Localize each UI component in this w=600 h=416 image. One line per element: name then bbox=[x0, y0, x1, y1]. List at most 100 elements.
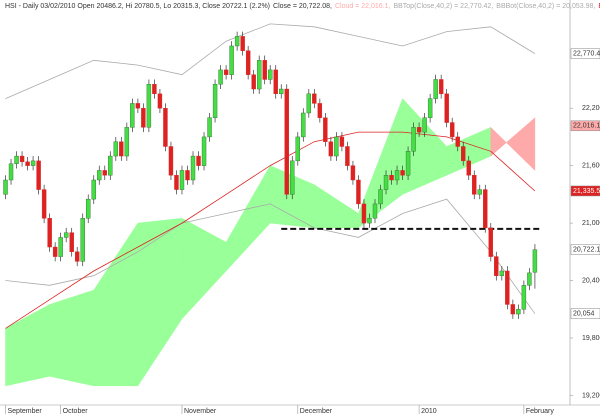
candle-body bbox=[207, 117, 212, 138]
value-label-box bbox=[570, 244, 600, 255]
value-label: 22,016.1 bbox=[573, 123, 600, 130]
candle-body bbox=[312, 93, 317, 104]
candle-body bbox=[245, 50, 251, 75]
value-label-box bbox=[570, 185, 600, 197]
title: HSI - Daily 03/02/2010 Open 20486.2, Hi … bbox=[5, 3, 270, 10]
candle-body bbox=[223, 69, 229, 75]
cloud-segment bbox=[490, 117, 536, 172]
candle-body bbox=[521, 285, 527, 310]
y-tick-label: 20,400 bbox=[582, 277, 600, 284]
candle-body bbox=[411, 127, 416, 152]
cloud-segment bbox=[225, 164, 271, 272]
candle-body bbox=[30, 160, 36, 166]
candle-body bbox=[345, 146, 350, 166]
candle-body bbox=[41, 189, 47, 219]
cloud-segment bbox=[93, 222, 139, 387]
candle-body bbox=[80, 218, 85, 262]
candle-body bbox=[268, 69, 273, 80]
cloud-segment bbox=[5, 304, 50, 387]
candle-body bbox=[494, 256, 499, 276]
candle-body bbox=[8, 163, 14, 181]
value-label-box bbox=[570, 120, 600, 132]
candle-body bbox=[240, 36, 245, 51]
value-label: 20,722.1 bbox=[573, 247, 600, 254]
candle-body bbox=[135, 103, 141, 109]
candle-body bbox=[218, 69, 223, 85]
candle-body bbox=[472, 175, 477, 195]
candle-body bbox=[174, 175, 179, 190]
candle-body bbox=[141, 107, 146, 128]
candle-body bbox=[510, 304, 516, 315]
candle-body bbox=[323, 117, 328, 142]
candle-body bbox=[284, 88, 289, 195]
x-tick-label: 2010 bbox=[421, 408, 437, 415]
value-label-box bbox=[570, 308, 600, 319]
candle-body bbox=[444, 93, 449, 123]
y-tick-label: 19,800 bbox=[582, 335, 600, 342]
candle-body bbox=[301, 112, 306, 138]
value-label-box bbox=[570, 48, 600, 59]
candle-body bbox=[190, 155, 196, 181]
legend-close: Close = 20,722.08, bbox=[273, 3, 332, 10]
candle-body bbox=[229, 45, 234, 75]
candle-body bbox=[361, 203, 367, 224]
chart-title: HSI - Daily 03/02/2010 Open 20486.2, Hi … bbox=[5, 3, 600, 10]
candle-body bbox=[455, 136, 460, 147]
candle-body bbox=[3, 179, 8, 195]
candle-body bbox=[36, 160, 41, 190]
candle-body bbox=[532, 249, 538, 273]
x-tick-label: February bbox=[526, 408, 555, 415]
candle-body bbox=[97, 170, 102, 181]
candle-body bbox=[279, 88, 284, 95]
value-label: 20,054 bbox=[573, 311, 595, 318]
cloud-segment bbox=[181, 217, 227, 320]
x-tick-label: December bbox=[300, 408, 333, 415]
candle-body bbox=[91, 179, 96, 200]
x-tick-label: September bbox=[8, 408, 43, 415]
candle-body bbox=[372, 203, 378, 219]
candle-body bbox=[130, 103, 135, 128]
candle-body bbox=[234, 36, 240, 47]
candle-body bbox=[461, 146, 466, 162]
candle-body bbox=[273, 69, 278, 95]
candle-body bbox=[102, 170, 107, 176]
candle-body bbox=[389, 175, 394, 181]
y-tick-label: 19,200 bbox=[582, 392, 600, 399]
candle-body bbox=[488, 227, 493, 257]
candle-body bbox=[290, 160, 295, 195]
candle-body bbox=[201, 136, 207, 166]
candle-body bbox=[124, 127, 130, 157]
candle-body bbox=[306, 93, 312, 114]
candle-body bbox=[317, 103, 323, 118]
y-tick-label: 21,600 bbox=[582, 162, 600, 169]
legend-entry: EMA(Close,50) = bbox=[598, 3, 600, 10]
candle-body bbox=[251, 74, 256, 90]
candle-body bbox=[466, 160, 471, 176]
candle-body bbox=[113, 141, 119, 157]
y-tick-label: 21,000 bbox=[582, 220, 600, 227]
candle-body bbox=[262, 60, 267, 80]
candle-body bbox=[63, 232, 69, 238]
candle-body bbox=[383, 175, 389, 190]
candle-body bbox=[416, 127, 422, 133]
candle-body bbox=[86, 198, 91, 219]
y-tick-label: 22,200 bbox=[582, 105, 600, 112]
candle-body bbox=[19, 155, 25, 163]
candle-body bbox=[196, 155, 201, 166]
candle-body bbox=[378, 189, 383, 205]
candle-body bbox=[75, 251, 80, 262]
value-label: 21,335.5 bbox=[573, 188, 600, 195]
candle-body bbox=[433, 79, 438, 99]
cloud-segment bbox=[314, 184, 359, 229]
candle-body bbox=[185, 170, 190, 181]
candle-body bbox=[438, 79, 444, 95]
candle-body bbox=[25, 161, 30, 166]
candle-body bbox=[499, 270, 505, 276]
candle-body bbox=[483, 189, 488, 229]
x-tick-label: November bbox=[184, 408, 217, 415]
candle-body bbox=[108, 155, 113, 176]
candle-body bbox=[422, 117, 427, 133]
candle-body bbox=[356, 179, 361, 205]
candle-body bbox=[350, 165, 356, 181]
